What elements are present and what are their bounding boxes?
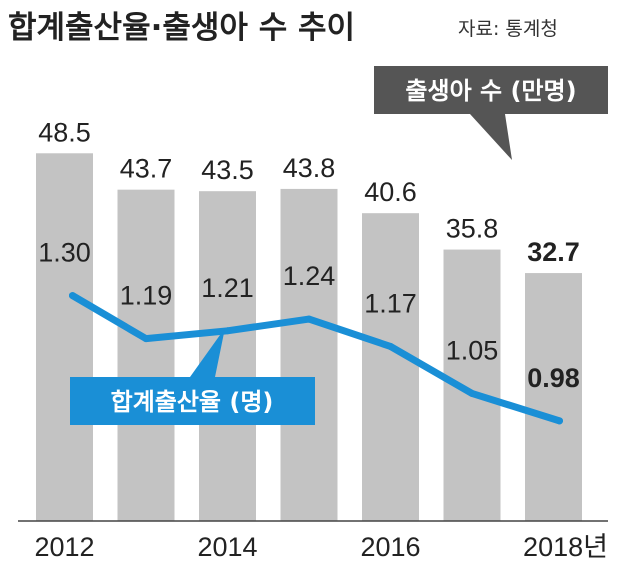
bar-value-label: 48.5 (38, 117, 91, 147)
x-tick-label: 2012 (34, 532, 94, 561)
line-legend-callout-box (70, 328, 315, 425)
bar-value-label: 43.8 (283, 153, 336, 183)
line-legend-callout-text: 합계출산율 (명) (111, 388, 274, 416)
line-value-label: 1.24 (283, 261, 336, 291)
line-point (69, 292, 76, 300)
x-axis-ticks: 2012 2014 2016 2018년 (34, 532, 607, 561)
bar (117, 189, 175, 521)
line-value-label: 0.98 (527, 363, 580, 393)
bar-value-label: 32.7 (527, 237, 580, 267)
x-tick-label: 2016 (360, 532, 420, 561)
bar-value-label: 35.8 (446, 214, 499, 244)
chart-title: 합계출산율·출생아 수 추이 (8, 10, 355, 46)
line-point (142, 335, 150, 343)
line-point (224, 327, 231, 335)
line-value-label: 1.21 (201, 273, 254, 303)
line-series: 1.30 1.19 1.21 1.24 1.17 1.05 0.98 (38, 238, 580, 425)
bar-legend-callout: 출생아 수 (만명) (374, 66, 608, 160)
x-tick-label: 2018년 (523, 532, 608, 561)
bar-legend-callout-box (374, 66, 608, 160)
bar-legend-callout-text: 출생아 수 (만명) (405, 77, 576, 105)
line-point (556, 417, 563, 425)
bar (362, 213, 419, 522)
bar (36, 153, 93, 522)
chart-source: 자료: 통계청 (458, 18, 558, 40)
bar-value-label: 43.5 (201, 155, 254, 185)
line-value-label: 1.17 (364, 288, 417, 318)
line-point (387, 342, 394, 350)
line-value-label: 1.30 (38, 238, 91, 268)
bar-value-label: 43.7 (120, 154, 173, 184)
bar (525, 273, 582, 521)
line-value-label: 1.05 (446, 335, 499, 365)
bar (280, 188, 338, 521)
line-legend-callout: 합계출산율 (명) (70, 328, 315, 425)
line-point (305, 315, 313, 323)
line-point (468, 389, 476, 397)
x-tick-label: 2014 (197, 532, 257, 561)
line-value-label: 1.19 (120, 281, 173, 311)
bar-value-label: 40.6 (364, 177, 417, 207)
